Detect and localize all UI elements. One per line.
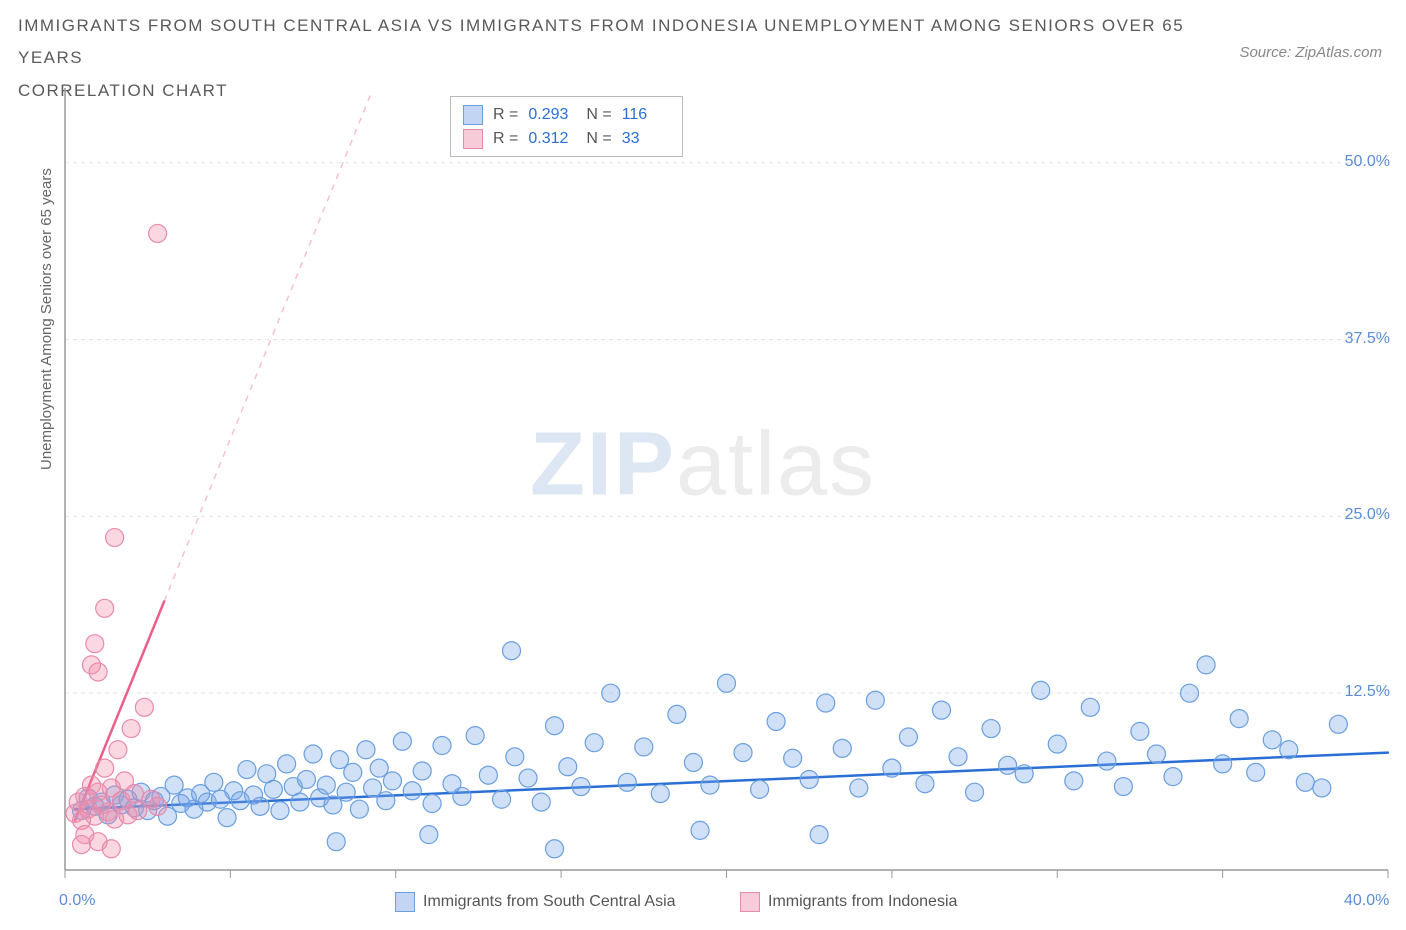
y-tick-label: 37.5% <box>1330 330 1390 348</box>
stats-n-label: N = <box>586 127 611 151</box>
scatter-chart <box>0 0 1406 930</box>
stats-r-label: R = <box>493 103 518 127</box>
legend-label: Immigrants from Indonesia <box>768 893 957 911</box>
y-tick-label: 25.0% <box>1330 506 1390 524</box>
stats-r-label: R = <box>493 127 518 151</box>
stats-n-value: 33 <box>622 127 670 151</box>
stats-r-value: 0.293 <box>528 103 576 127</box>
correlation-stats-box: R = 0.293 N = 116 R = 0.312 N = 33 <box>450 96 683 157</box>
legend-item: Immigrants from Indonesia <box>740 892 957 912</box>
legend-label: Immigrants from South Central Asia <box>423 893 676 911</box>
legend-item: Immigrants from South Central Asia <box>395 892 676 912</box>
series-swatch <box>463 129 483 149</box>
stats-n-label: N = <box>586 103 611 127</box>
series-swatch <box>463 105 483 125</box>
stats-row: R = 0.293 N = 116 <box>463 103 670 127</box>
legend-swatch <box>740 892 760 912</box>
x-tick-max: 40.0% <box>1344 892 1389 910</box>
legend-swatch <box>395 892 415 912</box>
y-tick-label: 12.5% <box>1330 683 1390 701</box>
stats-r-value: 0.312 <box>528 127 576 151</box>
stats-n-value: 116 <box>622 103 670 127</box>
x-tick-min: 0.0% <box>59 892 95 910</box>
stats-row: R = 0.312 N = 33 <box>463 127 670 151</box>
y-tick-label: 50.0% <box>1330 153 1390 171</box>
